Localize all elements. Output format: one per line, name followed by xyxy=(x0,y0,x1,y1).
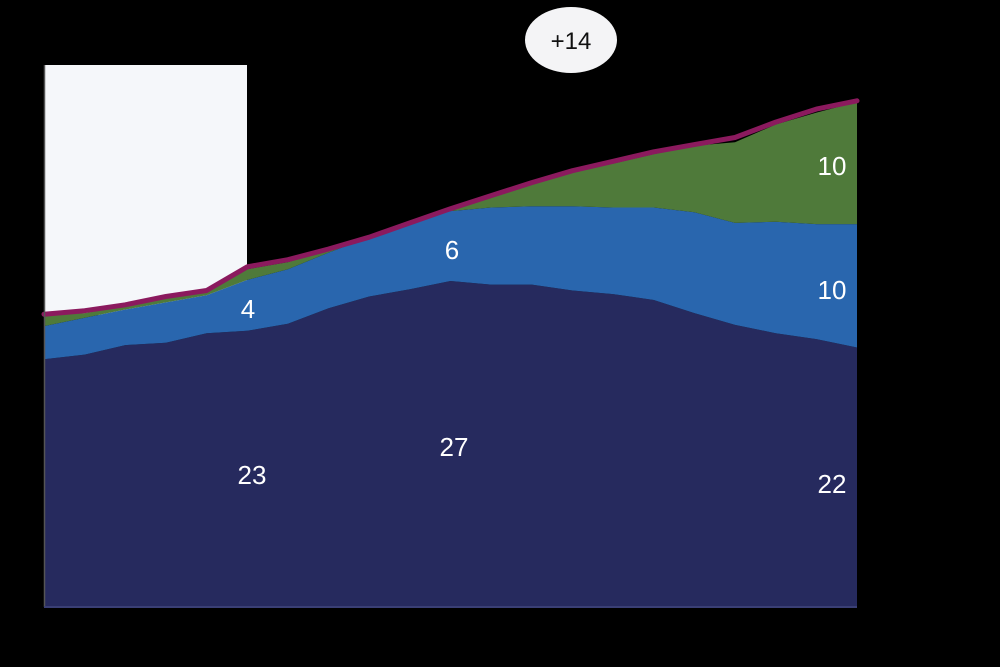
label-series-1-left: 23 xyxy=(238,460,267,490)
total-line xyxy=(41,98,860,317)
bubble-shape xyxy=(525,7,617,73)
label-series-2-right: 10 xyxy=(818,275,847,305)
bubble-text: +14 xyxy=(551,28,592,55)
label-series-3-right: 10 xyxy=(818,151,847,181)
label-series-2-left: 4 xyxy=(241,294,255,324)
area-series-3 xyxy=(44,102,857,327)
area-layers xyxy=(44,102,857,606)
label-series-1-mid: 27 xyxy=(440,432,469,462)
change-bubble: +14 xyxy=(525,7,617,73)
area-series-2 xyxy=(44,206,857,360)
highlight-box xyxy=(45,65,247,315)
label-series-1-right: 22 xyxy=(818,469,847,499)
label-series-2-mid: 6 xyxy=(445,235,459,265)
area-series-1 xyxy=(44,281,857,606)
